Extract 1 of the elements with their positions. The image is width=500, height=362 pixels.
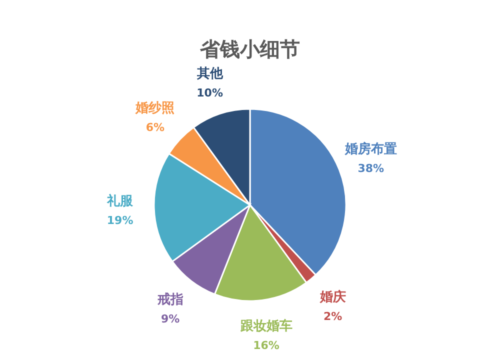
chart-title: 省钱小细节 [199, 37, 300, 61]
